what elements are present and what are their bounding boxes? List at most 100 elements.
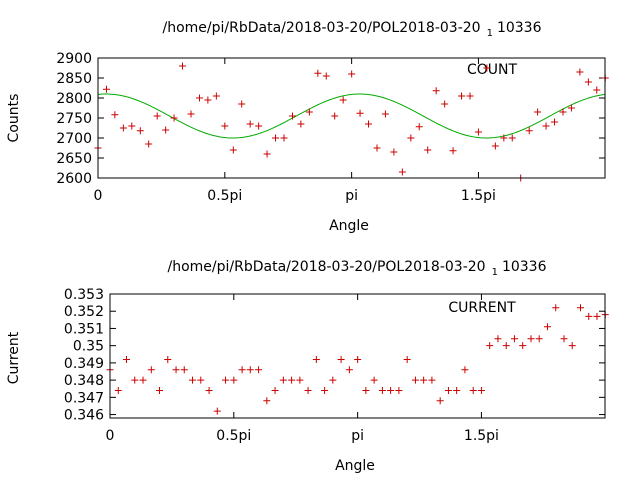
count-data-point — [576, 68, 584, 76]
current-data-point — [271, 386, 279, 394]
current-data-point — [205, 386, 213, 394]
current-data-point — [527, 335, 535, 343]
current-chart-frame — [109, 293, 606, 419]
current-ytick-label: 0.349 — [64, 356, 104, 372]
count-data-point — [322, 72, 330, 80]
count-ytick-label: 2650 — [56, 151, 92, 167]
current-data-point — [535, 335, 543, 343]
current-data-point — [461, 366, 469, 374]
count-data-point — [491, 142, 499, 150]
current-data-point — [189, 376, 197, 384]
count-data-point — [305, 108, 313, 116]
current-data-point — [576, 304, 584, 312]
current-data-point — [329, 376, 337, 384]
current-data-point — [362, 386, 370, 394]
count-data-point — [145, 140, 153, 148]
count-data-point — [246, 120, 254, 128]
count-data-point — [128, 122, 136, 130]
count-data-point — [221, 122, 229, 130]
current-data-point — [337, 355, 345, 363]
count-data-point — [229, 146, 237, 154]
current-xtick-label: 0.5pi — [216, 428, 251, 444]
count-data-point — [339, 96, 347, 104]
count-data-point — [584, 78, 592, 86]
current-data-point — [387, 386, 395, 394]
count-data-point — [593, 86, 601, 94]
current-data-point — [370, 376, 378, 384]
count-data-point — [111, 111, 119, 119]
current-data-point — [403, 355, 411, 363]
count-data-point — [263, 150, 271, 158]
count-xtick-label: 0 — [94, 188, 103, 204]
count-data-point — [466, 92, 474, 100]
current-data-point — [568, 342, 576, 350]
current-data-point — [510, 335, 518, 343]
current-data-point — [486, 342, 494, 350]
count-ytick-label: 2800 — [56, 91, 92, 107]
count-ytick-label: 2700 — [56, 131, 92, 147]
current-data-point — [543, 323, 551, 331]
current-data-point — [436, 397, 444, 405]
current-ytick-label: 0.35 — [73, 339, 104, 355]
current-chart-legend: CURRENT — [448, 300, 516, 316]
current-data-point — [222, 376, 230, 384]
current-data-point — [122, 355, 130, 363]
current-data-point — [279, 376, 287, 384]
current-data-point — [288, 376, 296, 384]
current-chart-ylabel: Current — [6, 331, 22, 384]
current-data-point — [246, 366, 254, 374]
current-data-point — [345, 366, 353, 374]
current-data-point — [255, 366, 263, 374]
count-data-point — [458, 92, 466, 100]
current-data-point — [420, 376, 428, 384]
current-data-point — [428, 376, 436, 384]
count-data-point — [136, 127, 144, 135]
count-data-point — [212, 92, 220, 100]
count-data-point — [415, 123, 423, 131]
current-data-point — [477, 386, 485, 394]
current-data-point — [354, 355, 362, 363]
current-data-point — [494, 335, 502, 343]
count-data-point — [238, 100, 246, 108]
count-data-point — [153, 112, 161, 120]
count-data-point — [424, 146, 432, 154]
count-data-point — [297, 120, 305, 128]
current-data-point — [378, 386, 386, 394]
current-data-point — [444, 386, 452, 394]
count-data-point — [407, 134, 415, 142]
count-data-point — [398, 168, 406, 176]
current-data-point — [395, 386, 403, 394]
current-ytick-label: 0.347 — [64, 390, 104, 406]
count-xtick-label: 0.5pi — [207, 188, 242, 204]
count-chart-frame — [97, 57, 606, 179]
current-xtick-label: 0 — [106, 428, 115, 444]
count-data-point — [381, 110, 389, 118]
current-chart: /home/pi/RbData/2018-03-20/POL2018-03-20… — [6, 259, 609, 474]
count-xtick-label: pi — [345, 188, 358, 204]
count-data-point — [204, 96, 212, 104]
count-data-point — [542, 122, 550, 130]
current-data-point — [411, 376, 419, 384]
current-data-point — [552, 304, 560, 312]
current-data-point — [469, 386, 477, 394]
count-data-point — [567, 104, 575, 112]
count-chart-title: /home/pi/RbData/2018-03-20/POL2018-03-20… — [163, 20, 542, 39]
count-data-point — [365, 120, 373, 128]
count-ytick-label: 2850 — [56, 71, 92, 87]
current-ytick-label: 0.351 — [64, 321, 104, 337]
count-ytick-label: 2900 — [56, 51, 92, 67]
count-data-point — [551, 118, 559, 126]
count-data-point — [331, 112, 339, 120]
count-xtick-label: 1.5pi — [461, 188, 496, 204]
current-data-point — [312, 355, 320, 363]
count-data-point — [500, 134, 508, 142]
count-data-point — [348, 70, 356, 78]
count-data-point — [170, 114, 178, 122]
current-data-point — [213, 407, 221, 415]
current-ytick-label: 0.346 — [64, 408, 104, 424]
current-xtick-label: pi — [351, 428, 364, 444]
current-data-point — [304, 386, 312, 394]
count-chart-ylabel: Counts — [6, 94, 22, 143]
current-data-point — [139, 376, 147, 384]
count-data-point — [508, 134, 516, 142]
